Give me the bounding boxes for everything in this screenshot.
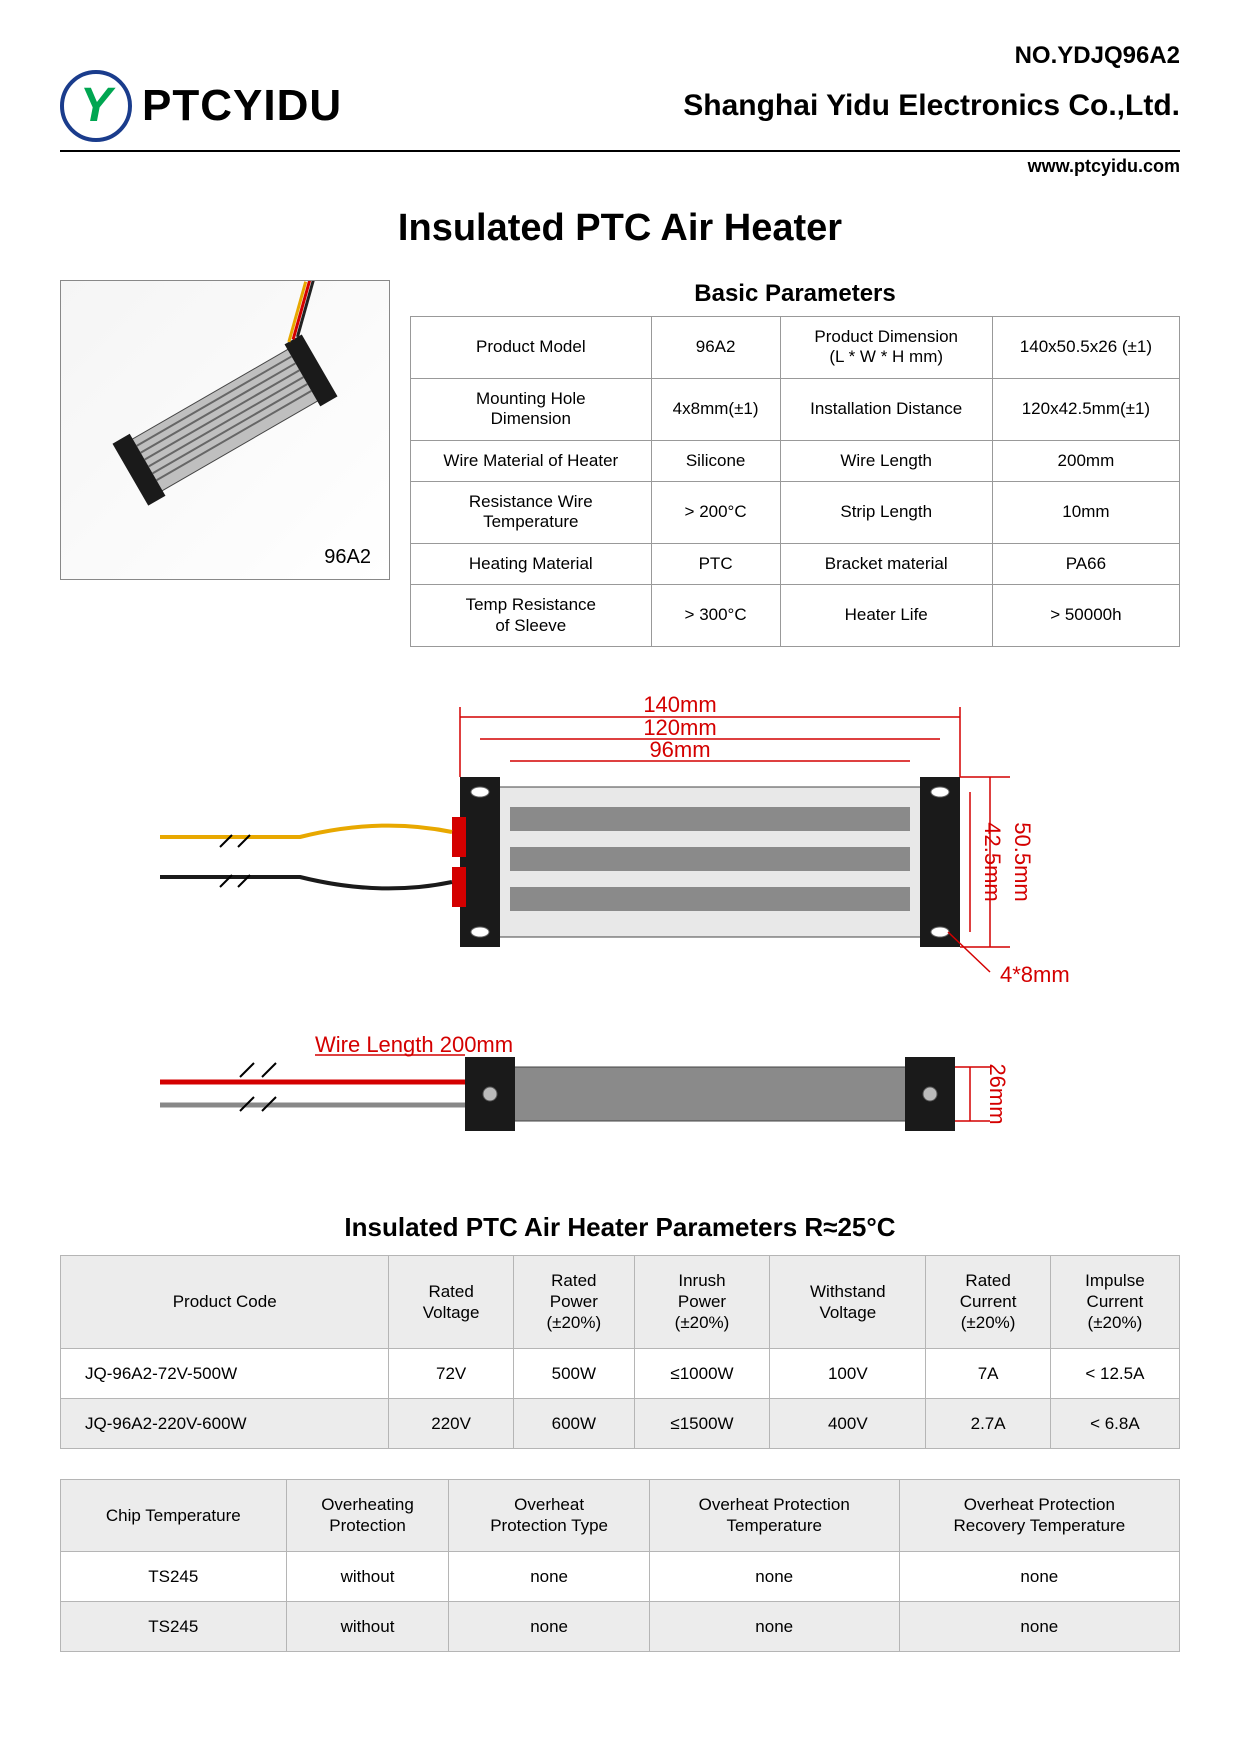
table-cell: 7A xyxy=(926,1348,1050,1398)
table-cell: none xyxy=(449,1601,649,1651)
table-cell: < 6.8A xyxy=(1050,1398,1179,1448)
dim-505: 50.5mm xyxy=(1010,822,1035,901)
table-header: ImpulseCurrent(±20%) xyxy=(1050,1255,1179,1348)
table-header: Product Code xyxy=(61,1255,389,1348)
dim-26: 26mm xyxy=(985,1063,1010,1124)
page-title: Insulated PTC Air Heater xyxy=(60,207,1180,250)
table-cell: > 300°C xyxy=(651,585,780,647)
table-cell: Strip Length xyxy=(780,481,992,543)
table-cell: Bracket material xyxy=(780,543,992,584)
table-cell: Silicone xyxy=(651,440,780,481)
table-cell: Heating Material xyxy=(411,543,652,584)
table-header: InrushPower(±20%) xyxy=(634,1255,769,1348)
spec-table-2: Chip TemperatureOverheatingProtectionOve… xyxy=(60,1479,1180,1652)
table-header: OverheatProtection Type xyxy=(449,1480,649,1552)
table-header: Chip Temperature xyxy=(61,1480,287,1552)
table-cell: ≤1000W xyxy=(634,1348,769,1398)
table-cell: Product Dimension(L * W * H mm) xyxy=(780,317,992,379)
dim-96: 96mm xyxy=(649,737,710,762)
table-cell: 120x42.5mm(±1) xyxy=(992,378,1179,440)
table-header: Overheat ProtectionTemperature xyxy=(649,1480,899,1552)
table-cell: Mounting HoleDimension xyxy=(411,378,652,440)
table-cell: 2.7A xyxy=(926,1398,1050,1448)
basic-parameters-title: Basic Parameters xyxy=(410,280,1180,308)
company-name: Shanghai Yidu Electronics Co.,Ltd. xyxy=(683,89,1180,123)
table-cell: PTC xyxy=(651,543,780,584)
product-illustration xyxy=(61,281,389,579)
table-cell: without xyxy=(286,1551,449,1601)
table-cell: Heater Life xyxy=(780,585,992,647)
table-cell: 200mm xyxy=(992,440,1179,481)
table-header: Overheat ProtectionRecovery Temperature xyxy=(899,1480,1179,1552)
table-cell: 400V xyxy=(770,1398,926,1448)
logo-block: Y PTCYIDU xyxy=(60,70,342,142)
table-cell: PA66 xyxy=(992,543,1179,584)
table-cell: none xyxy=(899,1601,1179,1651)
top-section: 96A2 Basic Parameters Product Model96A2P… xyxy=(60,280,1180,647)
table-cell: Wire Material of Heater xyxy=(411,440,652,481)
table-cell: 220V xyxy=(389,1398,513,1448)
table-header: RatedCurrent(±20%) xyxy=(926,1255,1050,1348)
table-cell: TS245 xyxy=(61,1601,287,1651)
table-header: RatedPower(±20%) xyxy=(513,1255,634,1348)
table-header: OverheatingProtection xyxy=(286,1480,449,1552)
table-header: WithstandVoltage xyxy=(770,1255,926,1348)
table-cell: Product Model xyxy=(411,317,652,379)
table-header: RatedVoltage xyxy=(389,1255,513,1348)
table-cell: 72V xyxy=(389,1348,513,1398)
table-cell: none xyxy=(649,1551,899,1601)
table-cell: 4x8mm(±1) xyxy=(651,378,780,440)
brand-name: PTCYIDU xyxy=(142,81,342,131)
table-cell: none xyxy=(899,1551,1179,1601)
table-cell: 96A2 xyxy=(651,317,780,379)
table-cell: without xyxy=(286,1601,449,1651)
table-cell: ≤1500W xyxy=(634,1398,769,1448)
product-image-card: 96A2 xyxy=(60,280,390,580)
basic-parameters-table: Product Model96A2Product Dimension(L * W… xyxy=(410,316,1180,647)
table-cell: Temp Resistanceof Sleeve xyxy=(411,585,652,647)
table-cell: 10mm xyxy=(992,481,1179,543)
table-cell: JQ-96A2-72V-500W xyxy=(61,1348,389,1398)
document-number: NO.YDJQ96A2 xyxy=(1015,42,1180,70)
website: www.ptcyidu.com xyxy=(60,156,1180,177)
table-cell: Wire Length xyxy=(780,440,992,481)
dim-wirelen: Wire Length 200mm xyxy=(315,1032,513,1057)
dim-425: 42.5mm xyxy=(980,822,1005,901)
table-cell: 140x50.5x26 (±1) xyxy=(992,317,1179,379)
table-cell: 500W xyxy=(513,1348,634,1398)
table-cell: 600W xyxy=(513,1398,634,1448)
table-cell: TS245 xyxy=(61,1551,287,1601)
table-cell: none xyxy=(449,1551,649,1601)
table-cell: none xyxy=(649,1601,899,1651)
spec-table-1: Product CodeRatedVoltageRatedPower(±20%)… xyxy=(60,1255,1180,1449)
table-cell: JQ-96A2-220V-600W xyxy=(61,1398,389,1448)
basic-parameters-block: Basic Parameters Product Model96A2Produc… xyxy=(410,280,1180,647)
table-cell: > 50000h xyxy=(992,585,1179,647)
table-cell: > 200°C xyxy=(651,481,780,543)
dim-hole: 4*8mm xyxy=(1000,962,1070,987)
table-cell: Resistance WireTemperature xyxy=(411,481,652,543)
dimension-diagram: 140mm 120mm 96mm 50.5mm 42.5mm 4*8mm xyxy=(60,687,1180,1172)
product-model-label: 96A2 xyxy=(324,546,371,569)
table-cell: < 12.5A xyxy=(1050,1348,1179,1398)
header: Y PTCYIDU Shanghai Yidu Electronics Co.,… xyxy=(60,70,1180,152)
table-cell: 100V xyxy=(770,1348,926,1398)
dim-140: 140mm xyxy=(643,692,716,717)
spec-section-title: Insulated PTC Air Heater Parameters R≈25… xyxy=(60,1212,1180,1243)
logo-icon: Y xyxy=(60,70,132,142)
table-cell: Installation Distance xyxy=(780,378,992,440)
